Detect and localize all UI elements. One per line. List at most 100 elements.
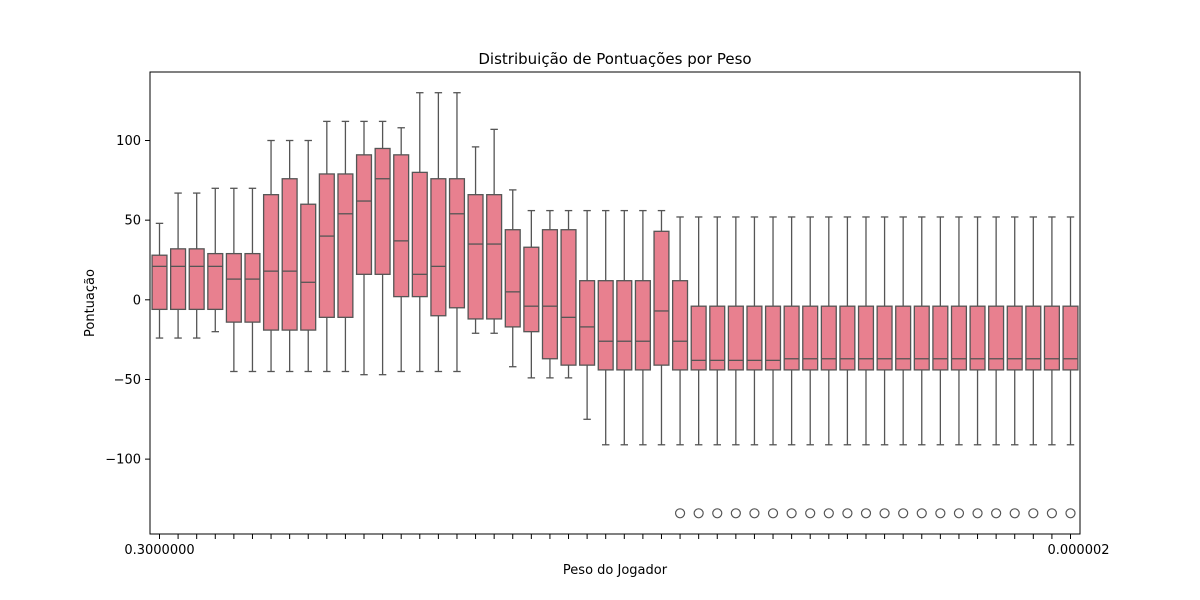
box-7 xyxy=(262,139,280,373)
outlier-point xyxy=(786,508,797,519)
box-body xyxy=(764,305,782,371)
box-body xyxy=(597,280,614,371)
box-body xyxy=(560,229,577,366)
outlier-point xyxy=(879,508,890,519)
box-body xyxy=(188,248,205,311)
box-body xyxy=(504,229,521,328)
box-body xyxy=(337,173,354,318)
outlier-point xyxy=(953,508,965,519)
box-47 xyxy=(1006,216,1023,519)
box-14 xyxy=(393,127,410,373)
box-body xyxy=(374,147,391,275)
box-body xyxy=(988,305,1005,371)
outlier-point xyxy=(1046,508,1058,519)
x-axis: 0.3000000 0.000002 xyxy=(124,534,1110,558)
box-4 xyxy=(207,187,224,333)
outlier-point xyxy=(916,508,927,519)
chart-title: Distribuição de Pontuações por Peso xyxy=(478,50,751,68)
outlier-point xyxy=(898,508,909,519)
box-35 xyxy=(783,216,800,519)
box-body xyxy=(709,305,726,371)
box-29 xyxy=(671,216,689,519)
box-body xyxy=(932,305,949,371)
box-19 xyxy=(486,128,503,334)
outlier-point xyxy=(674,508,686,519)
box-23 xyxy=(560,209,577,379)
box-25 xyxy=(597,209,614,446)
box-body xyxy=(579,280,596,366)
box-9 xyxy=(300,139,317,373)
box-body xyxy=(541,229,559,360)
outlier-point xyxy=(860,508,872,519)
box-body xyxy=(318,173,335,318)
box-body xyxy=(616,280,633,371)
box-body xyxy=(262,194,280,331)
y-tick-label: −100 xyxy=(105,453,141,468)
box-39 xyxy=(857,216,875,519)
box-21 xyxy=(523,209,540,379)
box-body xyxy=(225,252,242,323)
box-32 xyxy=(727,216,744,519)
box-body xyxy=(969,305,986,371)
outlier-point xyxy=(1028,508,1039,519)
outlier-point xyxy=(749,508,760,519)
box-49 xyxy=(1043,216,1060,519)
box-24 xyxy=(579,209,596,420)
box-body xyxy=(486,194,503,320)
box-body xyxy=(244,252,261,323)
box-body xyxy=(839,305,856,371)
box-body xyxy=(1025,305,1042,371)
box-31 xyxy=(709,216,726,519)
box-48 xyxy=(1025,216,1042,519)
outlier-point xyxy=(1065,508,1076,519)
box-body xyxy=(411,171,428,298)
box-8 xyxy=(281,139,298,373)
box-17 xyxy=(448,92,466,373)
x-tick-label-last: 0.000002 xyxy=(1047,543,1109,558)
y-axis-label: Pontuação xyxy=(83,269,98,337)
outlier-point xyxy=(1009,508,1020,519)
box-43 xyxy=(932,216,949,519)
box-20 xyxy=(504,189,521,368)
box-body xyxy=(857,305,875,371)
box-body xyxy=(1043,305,1060,371)
box-body xyxy=(151,254,168,311)
box-38 xyxy=(839,216,856,519)
box-30 xyxy=(690,216,707,519)
box-34 xyxy=(764,216,782,519)
box-40 xyxy=(876,216,893,519)
box-12 xyxy=(355,120,373,376)
x-axis-label: Peso do Jogador xyxy=(563,563,668,578)
box-body xyxy=(653,230,670,366)
box-body xyxy=(634,280,651,371)
box-33 xyxy=(746,216,763,519)
box-3 xyxy=(188,192,205,339)
box-body xyxy=(727,305,744,371)
box-22 xyxy=(541,209,559,379)
y-tick-label: −50 xyxy=(114,373,141,388)
box-body xyxy=(950,305,968,371)
x-tick-label-first: 0.3000000 xyxy=(124,543,194,558)
box-46 xyxy=(988,216,1005,519)
outlier-point xyxy=(842,508,853,519)
box-28 xyxy=(653,209,670,446)
box-body xyxy=(802,305,819,371)
box-body xyxy=(746,305,763,371)
box-body xyxy=(913,305,930,371)
outlier-point xyxy=(693,508,704,519)
outlier-point xyxy=(991,508,1002,519)
box-body xyxy=(467,194,484,320)
box-37 xyxy=(820,216,837,519)
box-50 xyxy=(1062,216,1079,519)
box-body xyxy=(430,178,447,317)
box-body xyxy=(783,305,800,371)
box-body xyxy=(207,252,224,311)
outlier-point xyxy=(730,508,741,519)
box-15 xyxy=(411,92,428,373)
box-18 xyxy=(467,146,484,334)
box-body xyxy=(690,305,707,371)
box-body xyxy=(448,178,466,309)
box-41 xyxy=(895,216,912,519)
box-45 xyxy=(969,216,986,519)
